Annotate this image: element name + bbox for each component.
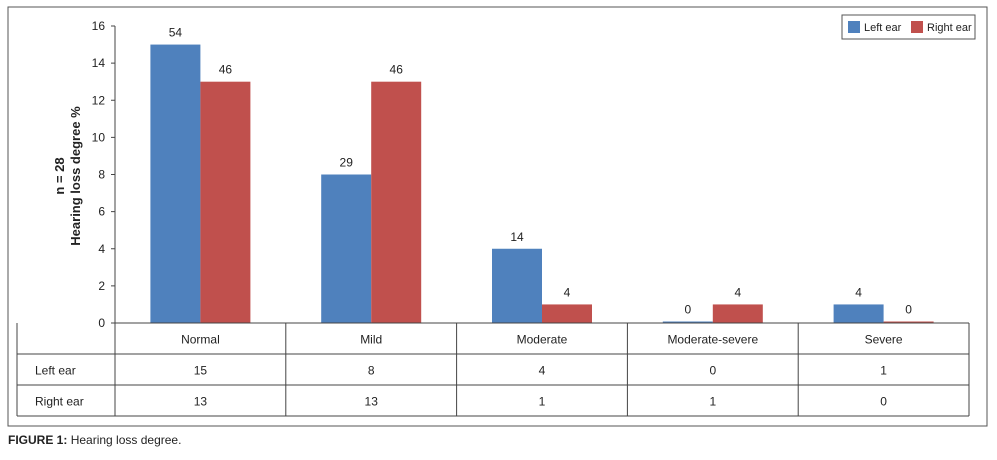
legend: Left ear Right ear — [841, 14, 976, 40]
bar-right-ear — [200, 81, 251, 323]
y-tick-label: 10 — [92, 130, 106, 144]
legend-box — [841, 14, 976, 40]
y-tick-label: 0 — [98, 316, 105, 330]
y-tick-label: 4 — [98, 242, 105, 256]
bar-right-ear — [883, 321, 934, 323]
bar-right-ear — [712, 304, 763, 323]
table-row-label: Right ear — [35, 395, 84, 409]
y-tick-label: 12 — [92, 93, 106, 107]
bar-left-ear — [662, 321, 713, 323]
x-category-label: Normal — [181, 333, 220, 347]
table-cell: 1 — [709, 395, 716, 409]
bar-right-ear — [371, 81, 422, 323]
y-axis-label-line1: n = 28 — [52, 157, 67, 194]
bar-data-label: 0 — [905, 303, 912, 317]
bar-left-ear — [492, 248, 542, 323]
table-cell: 8 — [368, 364, 375, 378]
bar-data-label: 54 — [169, 26, 183, 40]
bar-data-label: 0 — [684, 303, 691, 317]
legend-label: Left ear — [864, 22, 902, 34]
bar-data-label: 46 — [390, 63, 404, 77]
x-category-label: Severe — [865, 333, 903, 347]
caption-label: FIGURE 1: — [8, 433, 68, 447]
legend-label: Right ear — [927, 22, 972, 34]
table-cell: 0 — [709, 364, 716, 378]
legend-swatch-left-ear — [848, 21, 860, 33]
table-cell: 4 — [539, 364, 546, 378]
bar-left-ear — [833, 304, 884, 323]
table-cell: 1 — [539, 395, 546, 409]
y-tick-label: 16 — [92, 19, 106, 33]
bar-data-label: 14 — [510, 230, 524, 244]
bar-left-ear — [321, 174, 372, 323]
y-axis-label-line2: Hearing loss degree % — [68, 106, 83, 246]
table-row-label: Left ear — [35, 364, 76, 378]
y-axis-label: n = 28 Hearing loss degree % — [52, 106, 83, 246]
y-tick-label: 8 — [98, 168, 105, 182]
table-cell: 13 — [194, 395, 208, 409]
table-cell: 0 — [880, 395, 887, 409]
table-cell: 13 — [365, 395, 379, 409]
bar-data-label: 46 — [219, 63, 233, 77]
x-category-label: Mild — [360, 333, 382, 347]
figure-caption: FIGURE 1: Hearing loss degree. — [8, 433, 181, 447]
y-tick-label: 6 — [98, 205, 105, 219]
bar-data-label: 29 — [340, 156, 354, 170]
x-category-label: Moderate-severe — [667, 333, 758, 347]
bar-data-label: 4 — [564, 285, 571, 299]
bar-left-ear — [150, 44, 201, 323]
bar-data-label: 4 — [855, 285, 862, 299]
caption-text: Hearing loss degree. — [70, 433, 182, 447]
bar-right-ear — [542, 304, 592, 323]
y-axis-label-group: n = 28 Hearing loss degree % — [52, 106, 83, 246]
y-tick-label: 2 — [98, 279, 105, 293]
x-category-label: Moderate — [517, 333, 568, 347]
table-cell: 1 — [880, 364, 887, 378]
data-table: Normal Mild Moderate Moderate-severe Severe L… — [16, 322, 970, 417]
table-cell: 15 — [194, 364, 208, 378]
legend-swatch-right-ear — [911, 21, 923, 33]
y-tick-label: 14 — [92, 56, 106, 70]
bar-data-label: 4 — [734, 285, 741, 299]
